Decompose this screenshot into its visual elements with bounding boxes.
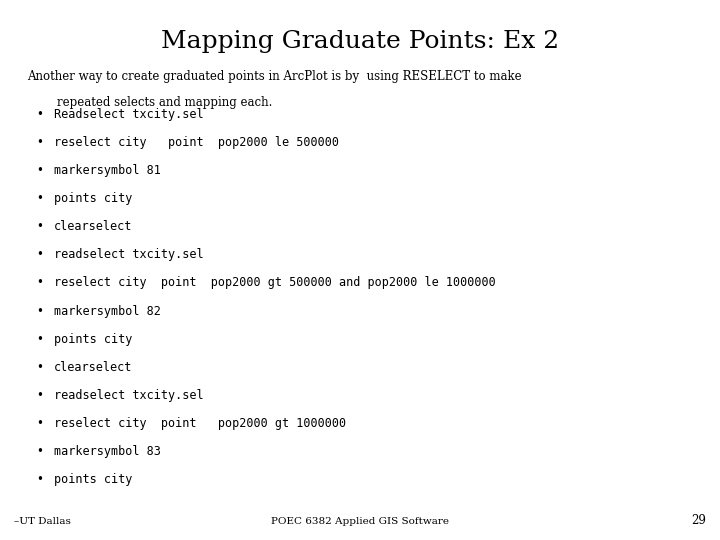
Text: •: •: [36, 108, 43, 121]
Text: •: •: [36, 417, 43, 430]
Text: reselect city   point  pop2000 le 500000: reselect city point pop2000 le 500000: [54, 136, 339, 149]
Text: •: •: [36, 305, 43, 318]
Text: •: •: [36, 192, 43, 205]
Text: markersymbol 81: markersymbol 81: [54, 164, 161, 177]
Text: POEC 6382 Applied GIS Software: POEC 6382 Applied GIS Software: [271, 517, 449, 526]
Text: Readselect txcity.sel: Readselect txcity.sel: [54, 108, 204, 121]
Text: •: •: [36, 445, 43, 458]
Text: Mapping Graduate Points: Ex 2: Mapping Graduate Points: Ex 2: [161, 30, 559, 53]
Text: •: •: [36, 164, 43, 177]
Text: reselect city  point   pop2000 gt 1000000: reselect city point pop2000 gt 1000000: [54, 417, 346, 430]
Text: –UT Dallas: –UT Dallas: [14, 517, 71, 526]
Text: points city: points city: [54, 333, 132, 346]
Text: 29: 29: [690, 514, 706, 526]
Text: •: •: [36, 333, 43, 346]
Text: markersymbol 82: markersymbol 82: [54, 305, 161, 318]
Text: readselect txcity.sel: readselect txcity.sel: [54, 248, 204, 261]
Text: •: •: [36, 389, 43, 402]
Text: repeated selects and mapping each.: repeated selects and mapping each.: [27, 96, 273, 109]
Text: points city: points city: [54, 473, 132, 486]
Text: •: •: [36, 220, 43, 233]
Text: •: •: [36, 248, 43, 261]
Text: •: •: [36, 276, 43, 289]
Text: points city: points city: [54, 192, 132, 205]
Text: clearselect: clearselect: [54, 220, 132, 233]
Text: clearselect: clearselect: [54, 361, 132, 374]
Text: markersymbol 83: markersymbol 83: [54, 445, 161, 458]
Text: •: •: [36, 361, 43, 374]
Text: reselect city  point  pop2000 gt 500000 and pop2000 le 1000000: reselect city point pop2000 gt 500000 an…: [54, 276, 496, 289]
Text: •: •: [36, 136, 43, 149]
Text: Another way to create graduated points in ArcPlot is by  using RESELECT to make: Another way to create graduated points i…: [27, 70, 522, 83]
Text: •: •: [36, 473, 43, 486]
Text: readselect txcity.sel: readselect txcity.sel: [54, 389, 204, 402]
